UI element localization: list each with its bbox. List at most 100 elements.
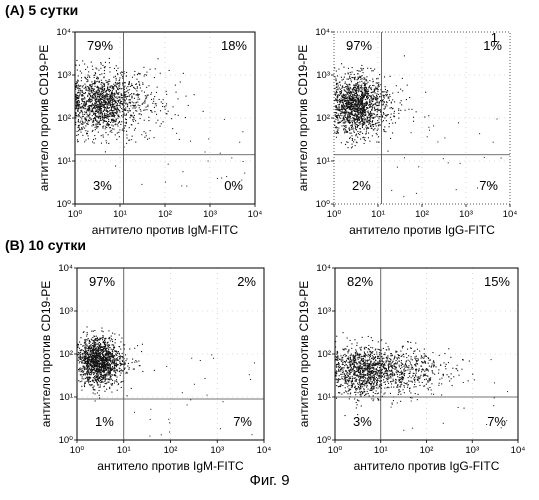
scatter-point — [359, 77, 360, 78]
scatter-point — [386, 105, 387, 106]
scatter-point — [343, 107, 344, 108]
scatter-point — [82, 357, 83, 358]
scatter-point — [132, 105, 133, 106]
scatter-point — [110, 364, 111, 365]
scatter-point — [79, 125, 80, 126]
scatter-point — [78, 369, 79, 370]
scatter-point — [343, 79, 344, 80]
scatter-point — [351, 367, 352, 368]
scatter-point — [124, 344, 125, 345]
scatter-point — [120, 355, 121, 356]
scatter-point — [117, 364, 118, 365]
scatter-point — [89, 340, 90, 341]
scatter-point — [335, 112, 336, 113]
scatter-point — [124, 91, 125, 92]
scatter-point — [370, 126, 371, 127]
scatter-point — [100, 118, 101, 119]
scatter-point — [90, 352, 91, 353]
scatter-point — [84, 93, 85, 94]
scatter-point — [131, 96, 132, 97]
scatter-point — [122, 72, 123, 73]
scatter-point — [85, 130, 86, 131]
y-tick-label: 10³ — [316, 70, 330, 81]
scatter-point — [77, 92, 78, 93]
scatter-point — [131, 139, 132, 140]
scatter-point — [85, 352, 86, 353]
scatter-point — [109, 79, 110, 80]
scatter-point — [125, 108, 126, 109]
scatter-point — [398, 390, 399, 391]
scatter-point — [361, 100, 362, 101]
scatter-point — [350, 72, 351, 73]
scatter-point — [129, 127, 130, 128]
scatter-point — [344, 109, 345, 110]
scatter-point — [104, 375, 105, 376]
scatter-point — [384, 377, 385, 378]
scatter-point — [114, 116, 115, 117]
scatter-point — [126, 91, 127, 92]
scatter-point — [108, 121, 109, 122]
scatter-point — [106, 115, 107, 116]
scatter-point — [93, 351, 94, 352]
scatter-point — [95, 138, 96, 139]
scatter-point — [344, 119, 345, 120]
scatter-point — [99, 110, 100, 111]
scatter-point — [102, 339, 103, 340]
quadrant-label-lr: 0% — [224, 178, 243, 193]
scatter-point — [377, 88, 378, 89]
scatter-point — [366, 125, 367, 126]
scatter-point — [119, 77, 120, 78]
scatter-point — [77, 70, 78, 71]
scatter-point — [337, 130, 338, 131]
scatter-point — [82, 360, 83, 361]
scatter-point — [94, 75, 95, 76]
scatter-point — [347, 131, 348, 132]
scatter-point — [250, 379, 251, 380]
scatter-point — [129, 108, 130, 109]
scatter-point — [367, 117, 368, 118]
scatter-point — [153, 101, 154, 102]
scatter-point — [83, 331, 84, 332]
scatter-point — [362, 89, 363, 90]
scatter-point — [77, 131, 78, 132]
scatter-point — [101, 135, 102, 136]
scatter-point — [345, 96, 346, 97]
scatter-point — [96, 350, 97, 351]
scatter-point — [339, 117, 340, 118]
scatter-point — [339, 101, 340, 102]
scatter-point — [101, 82, 102, 83]
scatter-point — [363, 123, 364, 124]
scatter-point — [373, 384, 374, 385]
scatter-point — [96, 98, 97, 99]
scatter-point — [98, 126, 99, 127]
scatter-point — [362, 94, 363, 95]
scatter-point — [109, 374, 110, 375]
scatter-point — [101, 120, 102, 121]
scatter-point — [349, 113, 350, 114]
scatter-point — [349, 119, 350, 120]
scatter-point — [369, 104, 370, 105]
scatter-point — [95, 349, 96, 350]
scatter-point — [357, 119, 358, 120]
scatter-point — [350, 117, 351, 118]
scatter-point — [337, 97, 338, 98]
x-axis-label: антитело против IgM-FITC — [92, 223, 239, 237]
scatter-point — [122, 364, 123, 365]
scatter-point — [156, 122, 157, 123]
scatter-point — [384, 91, 385, 92]
scatter-point — [104, 367, 105, 368]
scatter-point — [345, 115, 346, 116]
scatter-point — [352, 139, 353, 140]
scatter-point — [208, 139, 209, 140]
scatter-point — [341, 88, 342, 89]
scatter-point — [118, 360, 119, 361]
scatter-point — [351, 105, 352, 106]
scatter-point — [111, 385, 112, 386]
scatter-point — [92, 141, 93, 142]
scatter-point — [77, 102, 78, 103]
scatter-point — [113, 110, 114, 111]
scatter-point — [87, 115, 88, 116]
scatter-point — [370, 100, 371, 101]
scatter-point — [84, 88, 85, 89]
scatter-point — [101, 97, 102, 98]
